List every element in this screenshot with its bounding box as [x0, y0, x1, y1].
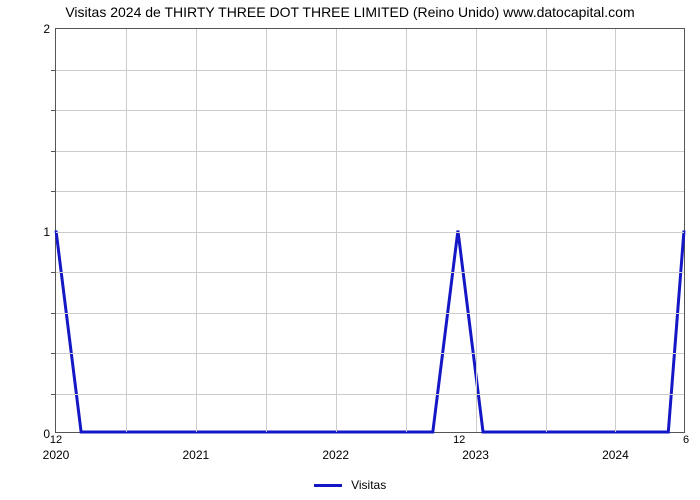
plot-area: 0122020202120222023202412126 [55, 28, 685, 433]
legend-label: Visitas [351, 478, 386, 492]
plot-wrap: 0122020202120222023202412126 [55, 28, 685, 433]
y-minor-tick [51, 151, 56, 152]
y-minor-tick [51, 272, 56, 273]
x-month-label: 12 [50, 432, 62, 446]
y-tick-label: 2 [43, 22, 56, 36]
grid-v [546, 29, 547, 432]
x-year-label: 2024 [602, 432, 629, 462]
grid-h [56, 110, 684, 111]
legend-swatch [314, 484, 342, 487]
grid-v [406, 29, 407, 432]
grid-h [56, 394, 684, 395]
y-minor-tick [51, 394, 56, 395]
grid-h [56, 353, 684, 354]
y-minor-tick [51, 313, 56, 314]
grid-v [336, 29, 337, 432]
grid-h [56, 191, 684, 192]
grid-h [56, 151, 684, 152]
grid-v [196, 29, 197, 432]
y-minor-tick [51, 110, 56, 111]
chart-container: Visitas 2024 de THIRTY THREE DOT THREE L… [0, 0, 700, 500]
chart-title: Visitas 2024 de THIRTY THREE DOT THREE L… [0, 0, 700, 20]
x-year-label: 2023 [462, 432, 489, 462]
grid-v [266, 29, 267, 432]
line-series [56, 29, 684, 432]
x-year-label: 2021 [183, 432, 210, 462]
y-minor-tick [51, 191, 56, 192]
grid-v [615, 29, 616, 432]
series-line [56, 231, 684, 433]
grid-v [476, 29, 477, 432]
grid-h [56, 232, 684, 233]
y-minor-tick [51, 70, 56, 71]
grid-v [126, 29, 127, 432]
y-minor-tick [51, 353, 56, 354]
x-month-label: 6 [683, 432, 689, 446]
legend: Visitas [0, 478, 700, 492]
y-tick-label: 1 [43, 225, 56, 239]
grid-h [56, 313, 684, 314]
grid-h [56, 70, 684, 71]
x-year-label: 2022 [322, 432, 349, 462]
grid-h [56, 272, 684, 273]
x-month-label: 12 [453, 432, 465, 446]
